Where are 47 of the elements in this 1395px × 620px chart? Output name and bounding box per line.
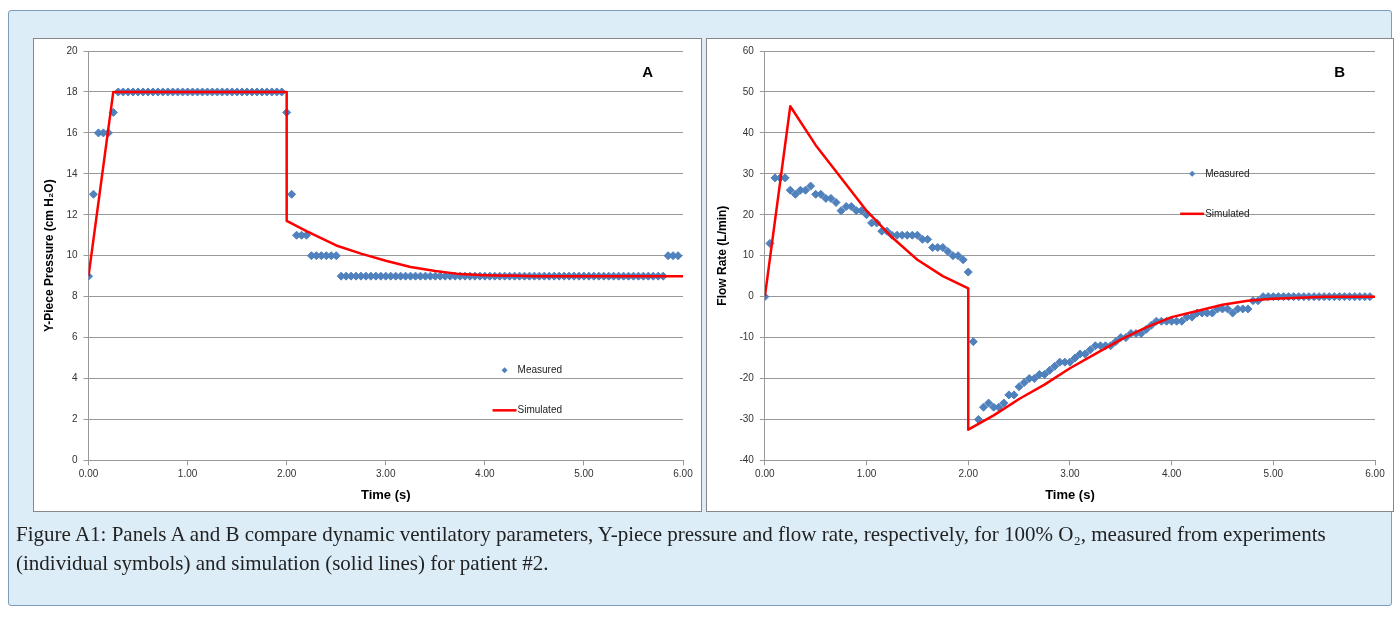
- legend-label: Measured: [517, 364, 563, 376]
- x-tick-label: 1.00: [856, 468, 877, 480]
- caption: Figure A1: Panels A and B compare dynamic ventilatory parameters, Y-piece pressure and flow rate, respectively, for 100% O₂, measured from experiments (individual symbols) and simulation (solid lines) for patient #2.: [16, 521, 1327, 577]
- x-tick-label: 3.00: [376, 468, 396, 480]
- y-tick-label: 30: [742, 167, 755, 179]
- x-tick-label: 4.00: [475, 468, 496, 480]
- y-tick-label: 0: [71, 454, 78, 466]
- y-tick-label: 40: [742, 126, 755, 138]
- y-tick-label: 16: [66, 126, 78, 138]
- y-tick-label: -20: [739, 372, 755, 384]
- y-tick-label: 14: [66, 167, 78, 179]
- x-tick-label: 6.00: [1365, 468, 1386, 480]
- x-tick-label: 2.00: [276, 468, 297, 480]
- y-tick-label: -30: [739, 413, 755, 425]
- y-tick-label: -40: [739, 454, 755, 466]
- x-axis-title: Time (s): [360, 486, 411, 502]
- x-tick-label: 6.00: [673, 468, 694, 480]
- y-tick-label: 18: [66, 85, 78, 97]
- y-axis-title: Y-Piece Pressure (cm H₂O): [41, 179, 56, 333]
- y-tick-label: 20: [742, 208, 755, 220]
- y-tick-label: 8: [71, 290, 78, 302]
- y-tick-label: 60: [742, 44, 755, 56]
- x-tick-label: 2.00: [958, 468, 979, 480]
- x-tick-label: 3.00: [1060, 468, 1081, 480]
- x-tick-label: 0.00: [78, 468, 99, 480]
- y-tick-label: 2: [71, 413, 78, 425]
- x-axis-title: Time (s): [1045, 486, 1095, 502]
- x-tick-label: 5.00: [1263, 468, 1284, 480]
- y-tick-label: 20: [66, 44, 78, 56]
- annotation: B: [1334, 62, 1346, 80]
- x-tick-label: 0.00: [755, 468, 776, 480]
- y-tick-label: 4: [71, 372, 78, 384]
- y-tick-label: 10: [66, 249, 78, 261]
- x-tick-label: 1.00: [177, 468, 198, 480]
- x-tick-label: 5.00: [574, 468, 595, 480]
- x-tick-label: 4.00: [1161, 468, 1182, 480]
- y-tick-label: -10: [739, 331, 755, 343]
- legend-label: Simulated: [1205, 207, 1250, 219]
- y-tick-label: 10: [742, 249, 755, 261]
- y-tick-label: 12: [66, 208, 78, 220]
- y-tick-label: 6: [71, 331, 78, 343]
- y-tick-label: 0: [748, 290, 755, 302]
- y-tick-label: 50: [742, 85, 755, 97]
- legend-label: Simulated: [517, 404, 563, 416]
- y-axis-title: Flow Rate (L/min): [714, 205, 729, 306]
- legend-label: Measured: [1205, 167, 1250, 179]
- annotation: A: [642, 62, 654, 80]
